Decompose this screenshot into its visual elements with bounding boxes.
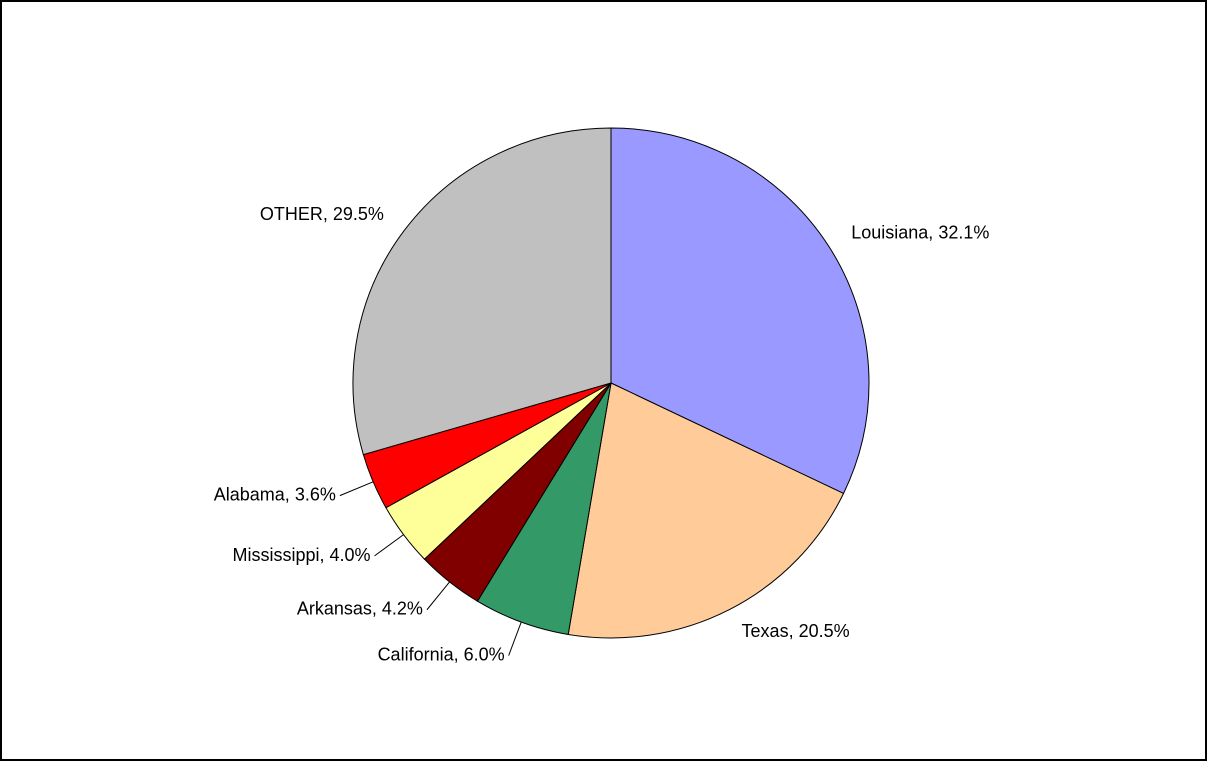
label-category: California — [378, 644, 455, 664]
label-category: OTHER — [260, 204, 323, 224]
data-label: Arkansas, 4.2% — [297, 598, 423, 618]
label-value: 6.0% — [464, 644, 505, 664]
pie-slice — [610, 127, 870, 495]
label-category: Louisiana — [851, 222, 929, 242]
pie-slice — [567, 382, 845, 639]
label-category: Texas — [742, 621, 789, 641]
label-separator: , — [454, 644, 464, 664]
label-value: 4.0% — [329, 545, 370, 565]
label-value: 4.2% — [382, 598, 423, 618]
data-label: Texas, 20.5% — [742, 621, 850, 641]
label-separator: , — [372, 598, 382, 618]
pie-slice — [352, 127, 612, 456]
label-separator: , — [285, 484, 295, 504]
data-label: OTHER, 29.5% — [260, 204, 384, 224]
leader-line — [426, 581, 450, 611]
data-label: Alabama, 3.6% — [214, 484, 336, 504]
label-separator: , — [319, 545, 329, 565]
label-category: Arkansas — [297, 598, 372, 618]
data-label: Mississippi, 4.0% — [232, 545, 370, 565]
label-category: Alabama — [214, 484, 286, 504]
label-category: Mississippi — [232, 545, 319, 565]
label-value: 3.6% — [295, 484, 336, 504]
leader-line — [339, 481, 374, 497]
label-value: 29.5% — [333, 204, 384, 224]
label-separator: , — [789, 621, 799, 641]
data-label: California, 6.0% — [378, 644, 505, 664]
leader-line — [508, 621, 522, 656]
leader-line — [374, 534, 404, 557]
label-separator: , — [323, 204, 333, 224]
label-value: 32.1% — [938, 222, 989, 242]
label-value: 20.5% — [799, 621, 850, 641]
label-separator: , — [928, 222, 938, 242]
data-label: Louisiana, 32.1% — [851, 222, 989, 242]
